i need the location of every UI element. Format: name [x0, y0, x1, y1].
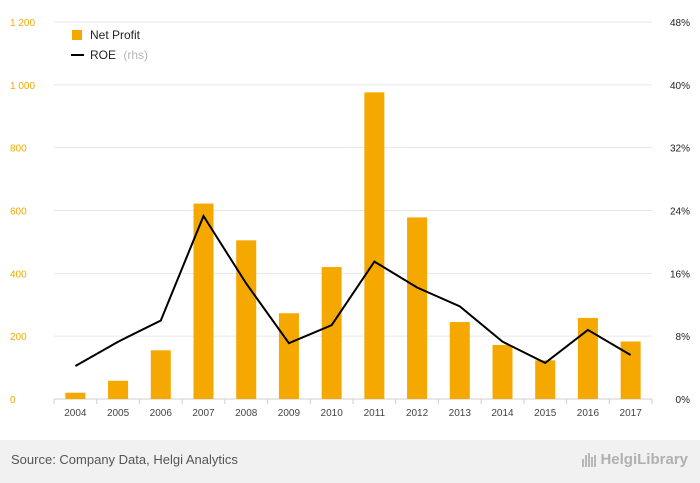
x-axis-ticks: 2004 2005 2006 2007 2008 2009 2010 2011 2012 2013…	[53, 399, 653, 419]
x-tick-label: 2011	[364, 408, 386, 419]
right-tick-label: 0%	[676, 395, 691, 406]
x-tick-label: 2010	[321, 408, 344, 419]
brand-logo[interactable]: HelgiLibrary	[582, 451, 688, 468]
left-tick-label: 800	[10, 144, 27, 155]
legend[interactable]: Net Profit ROE (rhs)	[71, 28, 148, 62]
right-tick-label: 32%	[670, 144, 690, 155]
x-tick-label: 2013	[449, 408, 472, 419]
x-tick-label: 2006	[150, 408, 173, 419]
brand-name: HelgiLibrary	[600, 451, 688, 468]
bar-net-profit[interactable]	[236, 240, 257, 399]
bar-net-profit[interactable]	[620, 341, 641, 399]
legend-label-roe: ROE	[90, 48, 116, 62]
bar-net-profit[interactable]	[449, 322, 470, 399]
right-tick-label: 8%	[676, 332, 691, 343]
x-tick-label: 2017	[620, 408, 643, 419]
x-tick-label: 2016	[577, 408, 600, 419]
bar-net-profit[interactable]	[108, 380, 129, 399]
x-tick-label: 2014	[491, 408, 514, 419]
x-tick-label: 2004	[64, 408, 87, 419]
bar-net-profit[interactable]	[535, 360, 556, 399]
left-tick-label: 0	[10, 395, 16, 406]
library-icon	[582, 452, 597, 467]
bar-net-profit[interactable]	[278, 313, 299, 399]
bar-net-profit[interactable]	[193, 203, 214, 399]
bar-net-profit[interactable]	[577, 317, 598, 399]
left-tick-label: 200	[10, 332, 27, 343]
bar-net-profit[interactable]	[321, 267, 342, 399]
legend-item-net-profit[interactable]: Net Profit	[72, 28, 141, 42]
legend-label-net-profit: Net Profit	[90, 28, 141, 42]
x-tick-label: 2008	[235, 408, 258, 419]
right-tick-label: 40%	[670, 81, 690, 92]
legend-label-roe-suffix: (rhs)	[123, 48, 148, 62]
bar-net-profit[interactable]	[492, 344, 513, 399]
net-profit-bars	[65, 92, 641, 399]
svg-text:ROE (rhs): ROE (rhs)	[90, 48, 148, 62]
right-axis-ticks: 0% 8% 16% 24% 32% 40% 48%	[670, 18, 690, 406]
left-tick-label: 600	[10, 207, 27, 218]
left-axis-ticks: 0 200 400 600 800 1 000 1 200	[10, 18, 35, 406]
roe-line[interactable]	[74, 213, 632, 367]
legend-item-roe[interactable]: ROE (rhs)	[71, 48, 148, 62]
bar-net-profit[interactable]	[65, 392, 86, 399]
x-tick-label: 2015	[534, 408, 557, 419]
source-text: Source: Company Data, Helgi Analytics	[11, 452, 238, 467]
right-tick-label: 16%	[670, 269, 690, 280]
x-tick-label: 2007	[192, 408, 215, 419]
bar-net-profit[interactable]	[364, 92, 385, 399]
bar-net-profit[interactable]	[150, 350, 171, 399]
footer: Source: Company Data, Helgi Analytics He…	[0, 440, 700, 483]
bar-net-profit[interactable]	[407, 217, 428, 399]
right-tick-label: 48%	[670, 18, 690, 29]
x-tick-label: 2009	[278, 408, 301, 419]
left-tick-label: 400	[10, 269, 27, 280]
legend-swatch-net-profit	[72, 30, 82, 40]
left-tick-label: 1 200	[10, 18, 35, 29]
right-tick-label: 24%	[670, 207, 690, 218]
roe-line-layer	[74, 213, 632, 367]
left-tick-label: 1 000	[10, 81, 35, 92]
x-tick-label: 2005	[107, 408, 130, 419]
x-tick-label: 2012	[406, 408, 429, 419]
gridlines	[54, 21, 652, 400]
chart: 0 200 400 600 800 1 000 1 200 0% 8% 16% 24% 32% 40%…	[10, 18, 690, 419]
